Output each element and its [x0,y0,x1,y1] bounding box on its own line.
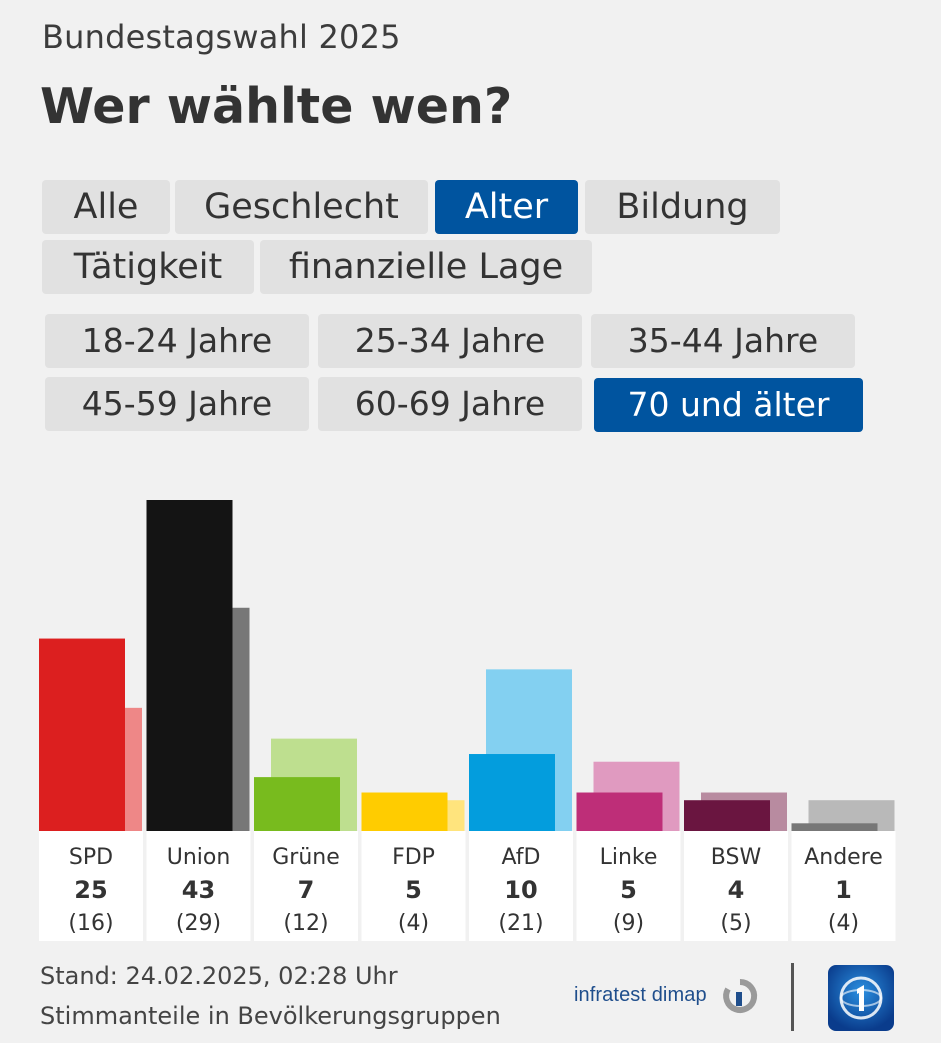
age-tab-35-44[interactable]: 35-44 Jahre [591,314,855,368]
bar-gr-ne [254,777,340,831]
prev-label-union: (29) [176,911,221,936]
category-label-bsw: BSW [711,845,762,870]
age-tab-45-59[interactable]: 45-59 Jahre [45,377,309,431]
prev-label-gr-ne: (12) [283,911,328,936]
label-panel-afd [469,831,573,941]
bar-spd [39,638,125,831]
value-label-fdp: 5 [405,876,422,904]
tab-taetigkeit[interactable]: Tätigkeit [42,240,254,294]
footer-divider [791,963,794,1031]
value-label-linke: 5 [620,876,637,904]
bar-bsw [684,800,770,831]
tagesschau-logo-icon [828,965,894,1031]
value-label-spd: 25 [74,876,107,904]
age-tab-60-69[interactable]: 60-69 Jahre [318,377,582,431]
label-panel-spd [39,831,143,941]
value-label-union: 43 [182,876,215,904]
value-label-gr-ne: 7 [298,876,315,904]
age-tab-18-24[interactable]: 18-24 Jahre [45,314,309,368]
infratest-dimap-icon [723,978,758,1013]
bar-chart: SPD 25 (16) Union 43 (29) Grüne 7 (12) FDP 5 (4) AfD… [39,500,896,941]
bar-linke [576,792,663,831]
label-panel-union [146,831,251,941]
bar-afd [469,754,555,831]
prev-label-fdp: (4) [398,911,429,936]
prev-label-bsw: (5) [720,911,751,936]
page-title: Wer wählte wen? [40,78,513,135]
category-label-gr-ne: Grüne [272,845,340,870]
tab-alter[interactable]: Alter [435,180,578,234]
tab-geschlecht[interactable]: Geschlecht [175,180,428,234]
age-tab-70-plus[interactable]: 70 und älter [594,378,863,432]
category-label-afd: AfD [502,845,541,870]
category-label-andere: Andere [804,845,883,870]
category-label-union: Union [167,845,231,870]
infratest-dimap-logo: infratest dimap [574,984,707,1006]
prev-label-afd: (21) [498,911,543,936]
kicker: Bundestagswahl 2025 [42,18,401,56]
value-label-afd: 10 [504,876,537,904]
age-tab-25-34[interactable]: 25-34 Jahre [318,314,582,368]
category-label-linke: Linke [600,845,658,870]
label-panel-gr-ne [254,831,358,941]
category-label-fdp: FDP [392,845,435,870]
tab-finanzielle-lage[interactable]: finanzielle Lage [260,240,592,294]
label-panel-linke [576,831,681,941]
prev-label-andere: (4) [828,911,859,936]
category-label-spd: SPD [69,845,113,870]
tab-alle[interactable]: Alle [42,180,170,234]
bar-union [146,500,233,831]
label-panel-fdp [361,831,466,941]
value-label-bsw: 4 [728,876,745,904]
value-label-andere: 1 [835,876,852,904]
prev-label-spd: (16) [68,911,113,936]
bar-fdp [361,792,448,831]
bar-andere [791,823,878,831]
chart-note: Stimmanteile in Bevölkerungsgruppen [40,1002,501,1030]
label-panel-andere [791,831,896,941]
label-panel-bsw [684,831,788,941]
stand-timestamp: Stand: 24.02.2025, 02:28 Uhr [40,962,398,990]
prev-label-linke: (9) [613,911,644,936]
tab-bildung[interactable]: Bildung [585,180,780,234]
